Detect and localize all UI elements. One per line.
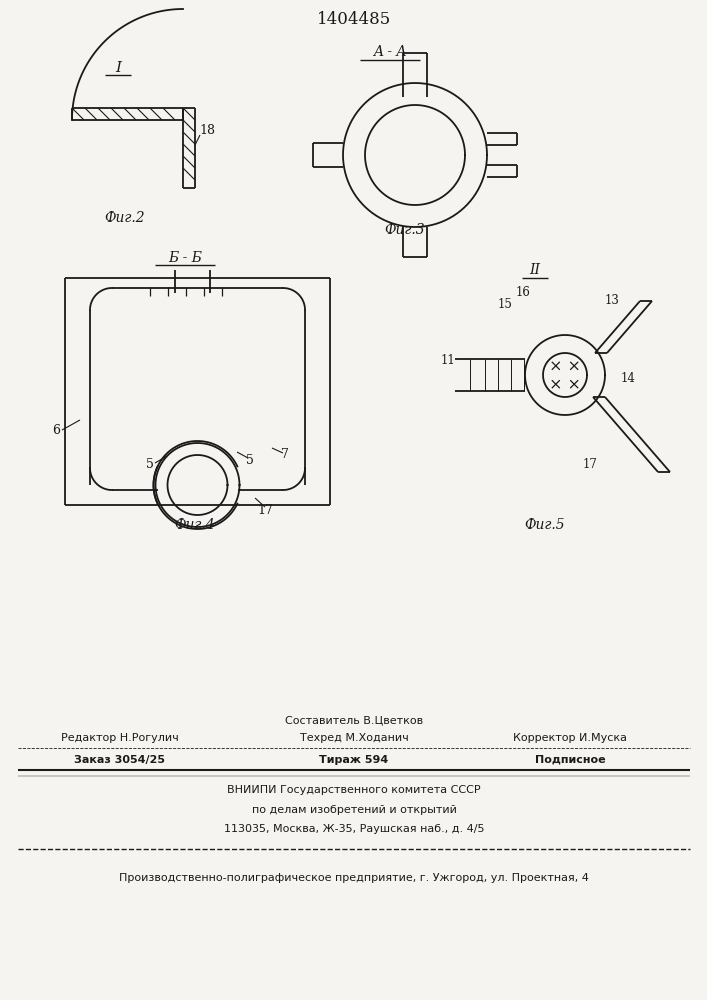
Text: Составитель В.Цветков: Составитель В.Цветков bbox=[285, 715, 423, 725]
Text: 18: 18 bbox=[199, 123, 215, 136]
Text: 15: 15 bbox=[498, 298, 513, 312]
Text: Тираж 594: Тираж 594 bbox=[320, 755, 389, 765]
Text: 7: 7 bbox=[281, 448, 289, 462]
Text: I: I bbox=[115, 61, 121, 75]
Text: по делам изобретений и открытий: по делам изобретений и открытий bbox=[252, 805, 457, 815]
Text: 5: 5 bbox=[246, 454, 254, 466]
Text: Б - Б: Б - Б bbox=[168, 251, 202, 265]
Text: Подписное: Подписное bbox=[534, 755, 605, 765]
Text: 17: 17 bbox=[257, 504, 273, 516]
Text: Заказ 3054/25: Заказ 3054/25 bbox=[74, 755, 165, 765]
Text: 13: 13 bbox=[604, 294, 619, 306]
Text: Техред М.Ходанич: Техред М.Ходанич bbox=[300, 733, 409, 743]
Text: Фиг.2: Фиг.2 bbox=[105, 211, 146, 225]
Text: 6: 6 bbox=[52, 424, 60, 436]
Text: 1404485: 1404485 bbox=[317, 11, 391, 28]
Text: 14: 14 bbox=[621, 371, 636, 384]
Text: Фиг.4: Фиг.4 bbox=[175, 518, 216, 532]
Text: Редактор Н.Рогулич: Редактор Н.Рогулич bbox=[61, 733, 179, 743]
Text: 17: 17 bbox=[583, 458, 597, 472]
Text: Производственно-полиграфическое предприятие, г. Ужгород, ул. Проектная, 4: Производственно-полиграфическое предприя… bbox=[119, 873, 589, 883]
Text: Фиг.5: Фиг.5 bbox=[525, 518, 566, 532]
Text: Корректор И.Муска: Корректор И.Муска bbox=[513, 733, 627, 743]
Text: II: II bbox=[530, 263, 540, 277]
Text: 11: 11 bbox=[440, 354, 455, 366]
Text: Фиг.3: Фиг.3 bbox=[385, 223, 426, 237]
Text: 16: 16 bbox=[515, 286, 530, 300]
Text: ВНИИПИ Государственного комитета СССР: ВНИИПИ Государственного комитета СССР bbox=[227, 785, 481, 795]
Text: 5: 5 bbox=[146, 458, 154, 472]
Text: A - A: A - A bbox=[373, 45, 407, 59]
Text: 113035, Москва, Ж-35, Раушская наб., д. 4/5: 113035, Москва, Ж-35, Раушская наб., д. … bbox=[223, 824, 484, 834]
